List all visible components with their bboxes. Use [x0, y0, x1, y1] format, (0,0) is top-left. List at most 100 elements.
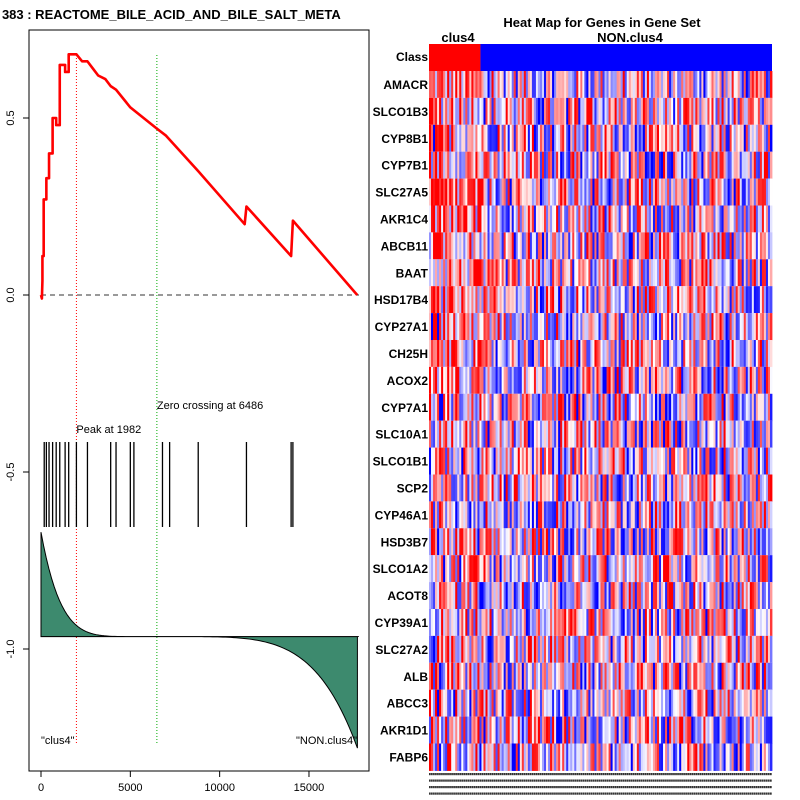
heatmap-cell [687, 555, 690, 583]
heatmap-cell [681, 340, 684, 368]
heatmap-cell [495, 635, 498, 664]
heatmap-cell [556, 420, 559, 449]
heatmap-cell [713, 662, 716, 691]
heatmap-cell [669, 662, 672, 691]
heatmap-cell [584, 528, 587, 556]
sample-name-mark [515, 773, 518, 776]
heatmap-cell [640, 609, 644, 637]
heatmap-cell [753, 474, 757, 502]
heatmap-cell [483, 662, 486, 691]
heatmap-cell [600, 313, 603, 341]
heatmap-cell [731, 662, 735, 691]
heatmap-cell [685, 366, 688, 395]
heatmap-cell [751, 393, 755, 422]
heatmap-cell [471, 340, 474, 368]
heatmap-cell [578, 151, 581, 180]
heatmap-cell [659, 259, 662, 287]
heatmap-cell [598, 609, 601, 637]
heatmap-cell [443, 340, 446, 368]
heatmap-cell [437, 313, 440, 341]
heatmap-cell [467, 340, 470, 368]
heatmap-cell [485, 662, 488, 691]
heatmap-cell [485, 447, 488, 475]
heatmap-cell [644, 71, 648, 99]
heatmap-cell [620, 97, 624, 126]
heatmap-cell [483, 393, 486, 422]
heatmap-cell [513, 555, 517, 583]
sample-name-mark [628, 773, 631, 776]
heatmap-cell [735, 447, 739, 475]
heatmap-cell [620, 609, 624, 637]
sample-name-mark [634, 773, 637, 776]
heatmap-cell [733, 259, 737, 287]
heatmap-cell [580, 124, 583, 153]
heatmap-cell [624, 743, 628, 771]
enrichment-score-curve [39, 52, 359, 300]
heatmap-cell [461, 662, 464, 691]
heatmap-cell [487, 635, 490, 664]
heatmap-cell [727, 393, 731, 422]
heatmap-cell [437, 340, 440, 368]
heatmap-cell [749, 528, 753, 556]
heatmap-cell [695, 259, 698, 287]
heatmap-cell [731, 366, 735, 395]
heatmap-cell [493, 635, 496, 664]
heatmap-cell [497, 582, 501, 610]
heatmap-cell [535, 716, 539, 744]
heatmap-cell [604, 743, 607, 771]
heatmap-cell [487, 71, 490, 99]
heatmap-cell [598, 313, 601, 341]
heatmap-cell [594, 689, 597, 718]
heatmap-cell [620, 447, 624, 475]
heatmap-cell [695, 474, 698, 502]
heatmap-cell [747, 447, 751, 475]
heatmap-cell [707, 205, 710, 233]
heatmap-cell [441, 205, 444, 233]
heatmap-cell [546, 124, 549, 153]
heatmap-cell [669, 420, 672, 449]
heatmap-cell [433, 366, 436, 395]
heatmap-cell [487, 662, 490, 691]
heatmap-cell [475, 340, 478, 368]
heatmap-cell [511, 609, 515, 637]
heatmap-cell [654, 232, 658, 260]
heatmap-cell [761, 635, 765, 664]
heatmap-cell [729, 366, 733, 395]
heatmap-cell [614, 716, 618, 744]
heatmap-cell [552, 340, 555, 368]
heatmap-cell [733, 151, 737, 180]
heatmap-cell [729, 205, 733, 233]
heatmap-cell [527, 259, 531, 287]
heatmap-cell [511, 447, 515, 475]
heatmap-cell [703, 205, 706, 233]
heatmap-cell [535, 313, 539, 341]
heatmap-cell [600, 97, 603, 126]
heatmap-cell [582, 716, 585, 744]
heatmap-cell [539, 286, 543, 314]
heatmap-cell [584, 662, 587, 691]
heatmap-cell [610, 501, 614, 529]
heatmap-cell [654, 447, 658, 475]
heatmap-cell [624, 259, 628, 287]
heatmap-cell [429, 447, 432, 475]
heatmap-cell [568, 151, 571, 180]
heatmap-cell [521, 232, 525, 260]
heatmap-cell [608, 313, 611, 341]
heatmap-cell [691, 340, 694, 368]
heatmap-cell [731, 635, 735, 664]
heatmap-cell [463, 420, 466, 449]
sample-name-mark [590, 773, 593, 776]
heatmap-cell [487, 743, 490, 771]
heatmap-cell [441, 178, 444, 206]
heatmap-cell [590, 447, 593, 475]
heatmap-cell [479, 474, 482, 502]
heatmap-cell [598, 582, 601, 610]
heatmap-cell [467, 313, 470, 341]
heatmap-cell [473, 205, 476, 233]
heatmap-cell [523, 259, 527, 287]
heatmap-cell [769, 259, 773, 287]
heatmap-cell [584, 232, 587, 260]
heatmap-cell [634, 528, 638, 556]
heatmap-cell [695, 393, 698, 422]
heatmap-cell [465, 366, 468, 395]
